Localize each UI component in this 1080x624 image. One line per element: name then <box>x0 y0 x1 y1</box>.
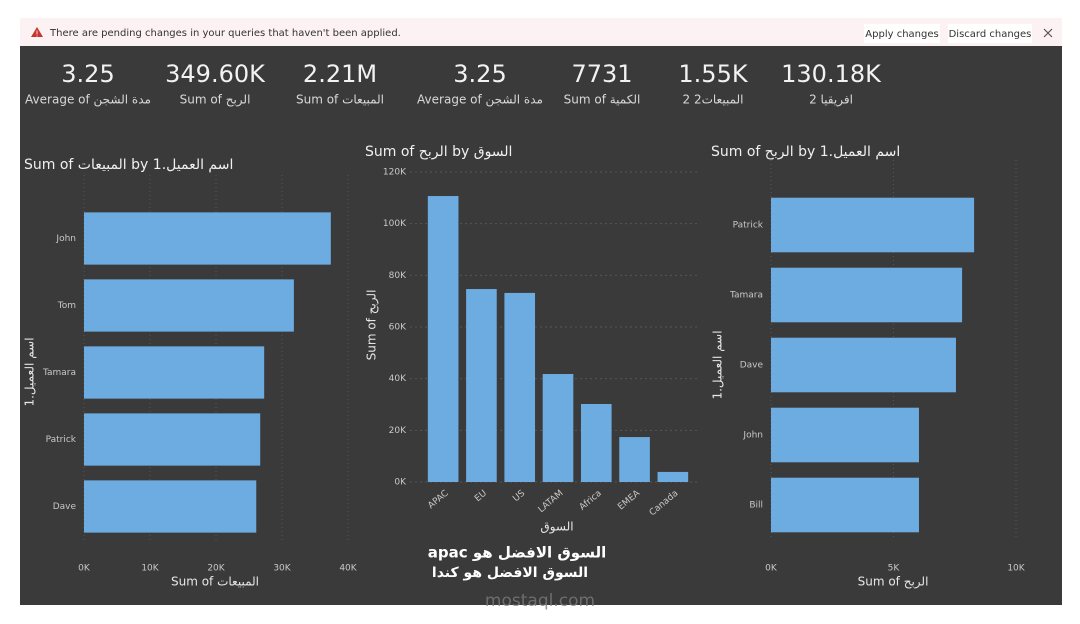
bar <box>427 196 459 482</box>
card-value: 3.25 <box>453 60 506 88</box>
x-tick-label: 20K <box>207 564 225 574</box>
close-button[interactable] <box>1043 28 1053 38</box>
discard-button-label[interactable]: Discard changes <box>949 29 1032 40</box>
y-tick-label: Tom <box>57 301 76 311</box>
chart-title: Sum of الربح by اسم العميل.1 <box>711 144 900 160</box>
bar <box>84 346 265 399</box>
y-tick-label: 20K <box>389 426 407 436</box>
banner-message: There are pending changes in your querie… <box>49 28 401 39</box>
y-tick-label: 60K <box>389 323 407 333</box>
y-tick-label: John <box>55 234 76 244</box>
y-axis-label: اسم العميل.1 <box>711 330 725 399</box>
x-tick-label: 10K <box>1007 564 1025 574</box>
bar <box>771 407 919 463</box>
warning-icon <box>31 27 43 37</box>
annotation: apac السوق الافضل هو <box>428 544 607 562</box>
warning-mark: ! <box>35 30 38 39</box>
y-tick-label: 100K <box>383 219 407 229</box>
y-tick-label: Patrick <box>46 435 77 445</box>
card-value: 3.25 <box>61 60 114 88</box>
x-axis-label: Sum of الربح <box>858 575 929 590</box>
y-tick-label: Patrick <box>733 221 764 231</box>
y-tick-label: John <box>742 431 763 441</box>
discard-button[interactable] <box>948 24 1032 43</box>
chart-title: Sum of الربح by السوق <box>365 144 512 160</box>
bar <box>771 267 963 323</box>
x-axis-label: السوق <box>540 520 573 535</box>
bar <box>84 279 294 332</box>
card-value: 2.21M <box>303 60 377 88</box>
card-value: 130.18K <box>781 60 882 88</box>
card-label: افريقيا 2 <box>809 93 853 108</box>
bar <box>84 413 261 466</box>
x-tick-label: 30K <box>273 564 291 574</box>
y-tick-label: Tamara <box>729 291 763 301</box>
card-value: 1.55K <box>678 60 748 88</box>
x-tick-label: 0K <box>78 564 91 574</box>
bar <box>657 471 689 482</box>
bar <box>504 292 536 482</box>
card-label: Sum of الكمية <box>564 93 641 107</box>
card-value: 349.60K <box>165 60 266 88</box>
x-tick-label: 0K <box>765 564 778 574</box>
y-tick-label: 80K <box>389 271 407 281</box>
bar <box>580 403 612 482</box>
bar <box>84 212 331 265</box>
bar <box>84 480 257 533</box>
y-tick-label: Dave <box>740 361 764 371</box>
bar <box>771 477 919 533</box>
annotation: السوق الافضل هو كندا <box>432 565 588 581</box>
x-tick-label: 10K <box>141 564 159 574</box>
chart-title: Sum of المبيعات by اسم العميل.1 <box>24 157 233 173</box>
bar <box>771 197 975 253</box>
card-label: Average of مدة الشجن <box>417 93 543 108</box>
card-label: المبيعات2 2 <box>682 93 743 107</box>
bar <box>619 437 650 482</box>
y-tick-label: 40K <box>389 374 407 384</box>
apply-button-label[interactable]: Apply changes <box>865 29 938 40</box>
y-axis-label: اسم العميل.1 <box>23 337 37 406</box>
y-tick-label: 0K <box>394 478 407 488</box>
x-axis-label: Sum of المبيعات <box>171 575 259 589</box>
watermark: mostaql.com <box>485 591 595 611</box>
apply-button[interactable] <box>864 24 940 43</box>
y-tick-label: Bill <box>749 501 763 511</box>
bar <box>542 374 574 482</box>
y-axis-label: Sum of الربح <box>365 290 380 361</box>
bar <box>771 337 956 393</box>
card-label: Sum of المبيعات <box>296 93 384 107</box>
card-label: Average of مدة الشجن <box>25 93 151 108</box>
y-tick-label: Tamara <box>42 368 76 378</box>
y-tick-label: Dave <box>53 502 77 512</box>
card-value: 7731 <box>571 60 632 88</box>
x-tick-label: 40K <box>339 564 357 574</box>
bar <box>466 289 497 482</box>
y-tick-label: 120K <box>383 168 407 178</box>
card-label: Sum of الربح <box>180 93 251 108</box>
x-tick-label: 5K <box>888 564 901 574</box>
